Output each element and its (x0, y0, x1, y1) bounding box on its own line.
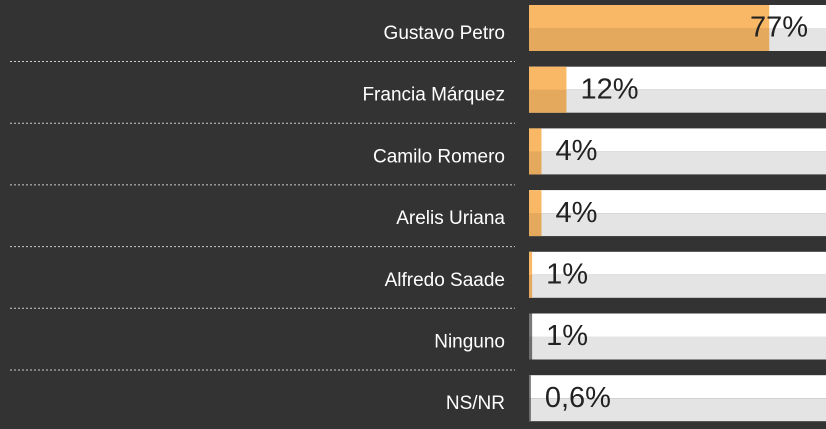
bar (529, 375, 531, 422)
bar-track-top (529, 128, 826, 152)
bar-track-bottom (529, 213, 826, 237)
bar-track-bottom (529, 274, 826, 298)
bar-track-bottom (529, 151, 826, 175)
value-label: 1% (546, 258, 588, 290)
bar-shade (529, 28, 770, 51)
value-label: 77% (750, 12, 808, 44)
category-label: Gustavo Petro (384, 23, 505, 44)
bar (529, 128, 542, 175)
bar-track-top (529, 313, 826, 337)
value-label: 1% (546, 320, 588, 352)
value-label: 4% (555, 197, 597, 229)
bar-shade (529, 89, 567, 113)
category-label: Ninguno (434, 332, 505, 353)
value-label: 12% (580, 73, 638, 105)
bar-shade (529, 274, 533, 298)
category-label: Alfredo Saade (385, 270, 505, 291)
bar (529, 313, 533, 360)
category-label: Arelis Uriana (396, 208, 505, 229)
bar-shade (529, 398, 531, 422)
category-label: NS/NR (446, 393, 505, 414)
bar-shade (529, 151, 542, 175)
bar-shade (529, 336, 533, 360)
category-label: Francia Márquez (362, 85, 505, 106)
category-label: Camilo Romero (373, 146, 505, 167)
bar-track-bottom (529, 89, 826, 113)
bar-track-bottom (529, 336, 826, 360)
bar-track-top (529, 251, 826, 275)
bar (529, 5, 770, 51)
bar-shade (529, 213, 542, 237)
bar-track-top (529, 375, 826, 399)
bar (529, 251, 533, 298)
bar-track-top (529, 66, 826, 90)
value-label: 4% (555, 135, 597, 167)
value-label: 0,6% (545, 382, 611, 414)
bar (529, 66, 567, 113)
bar-track-top (529, 190, 826, 214)
bar-track-bottom (529, 398, 826, 422)
bar (529, 190, 542, 237)
